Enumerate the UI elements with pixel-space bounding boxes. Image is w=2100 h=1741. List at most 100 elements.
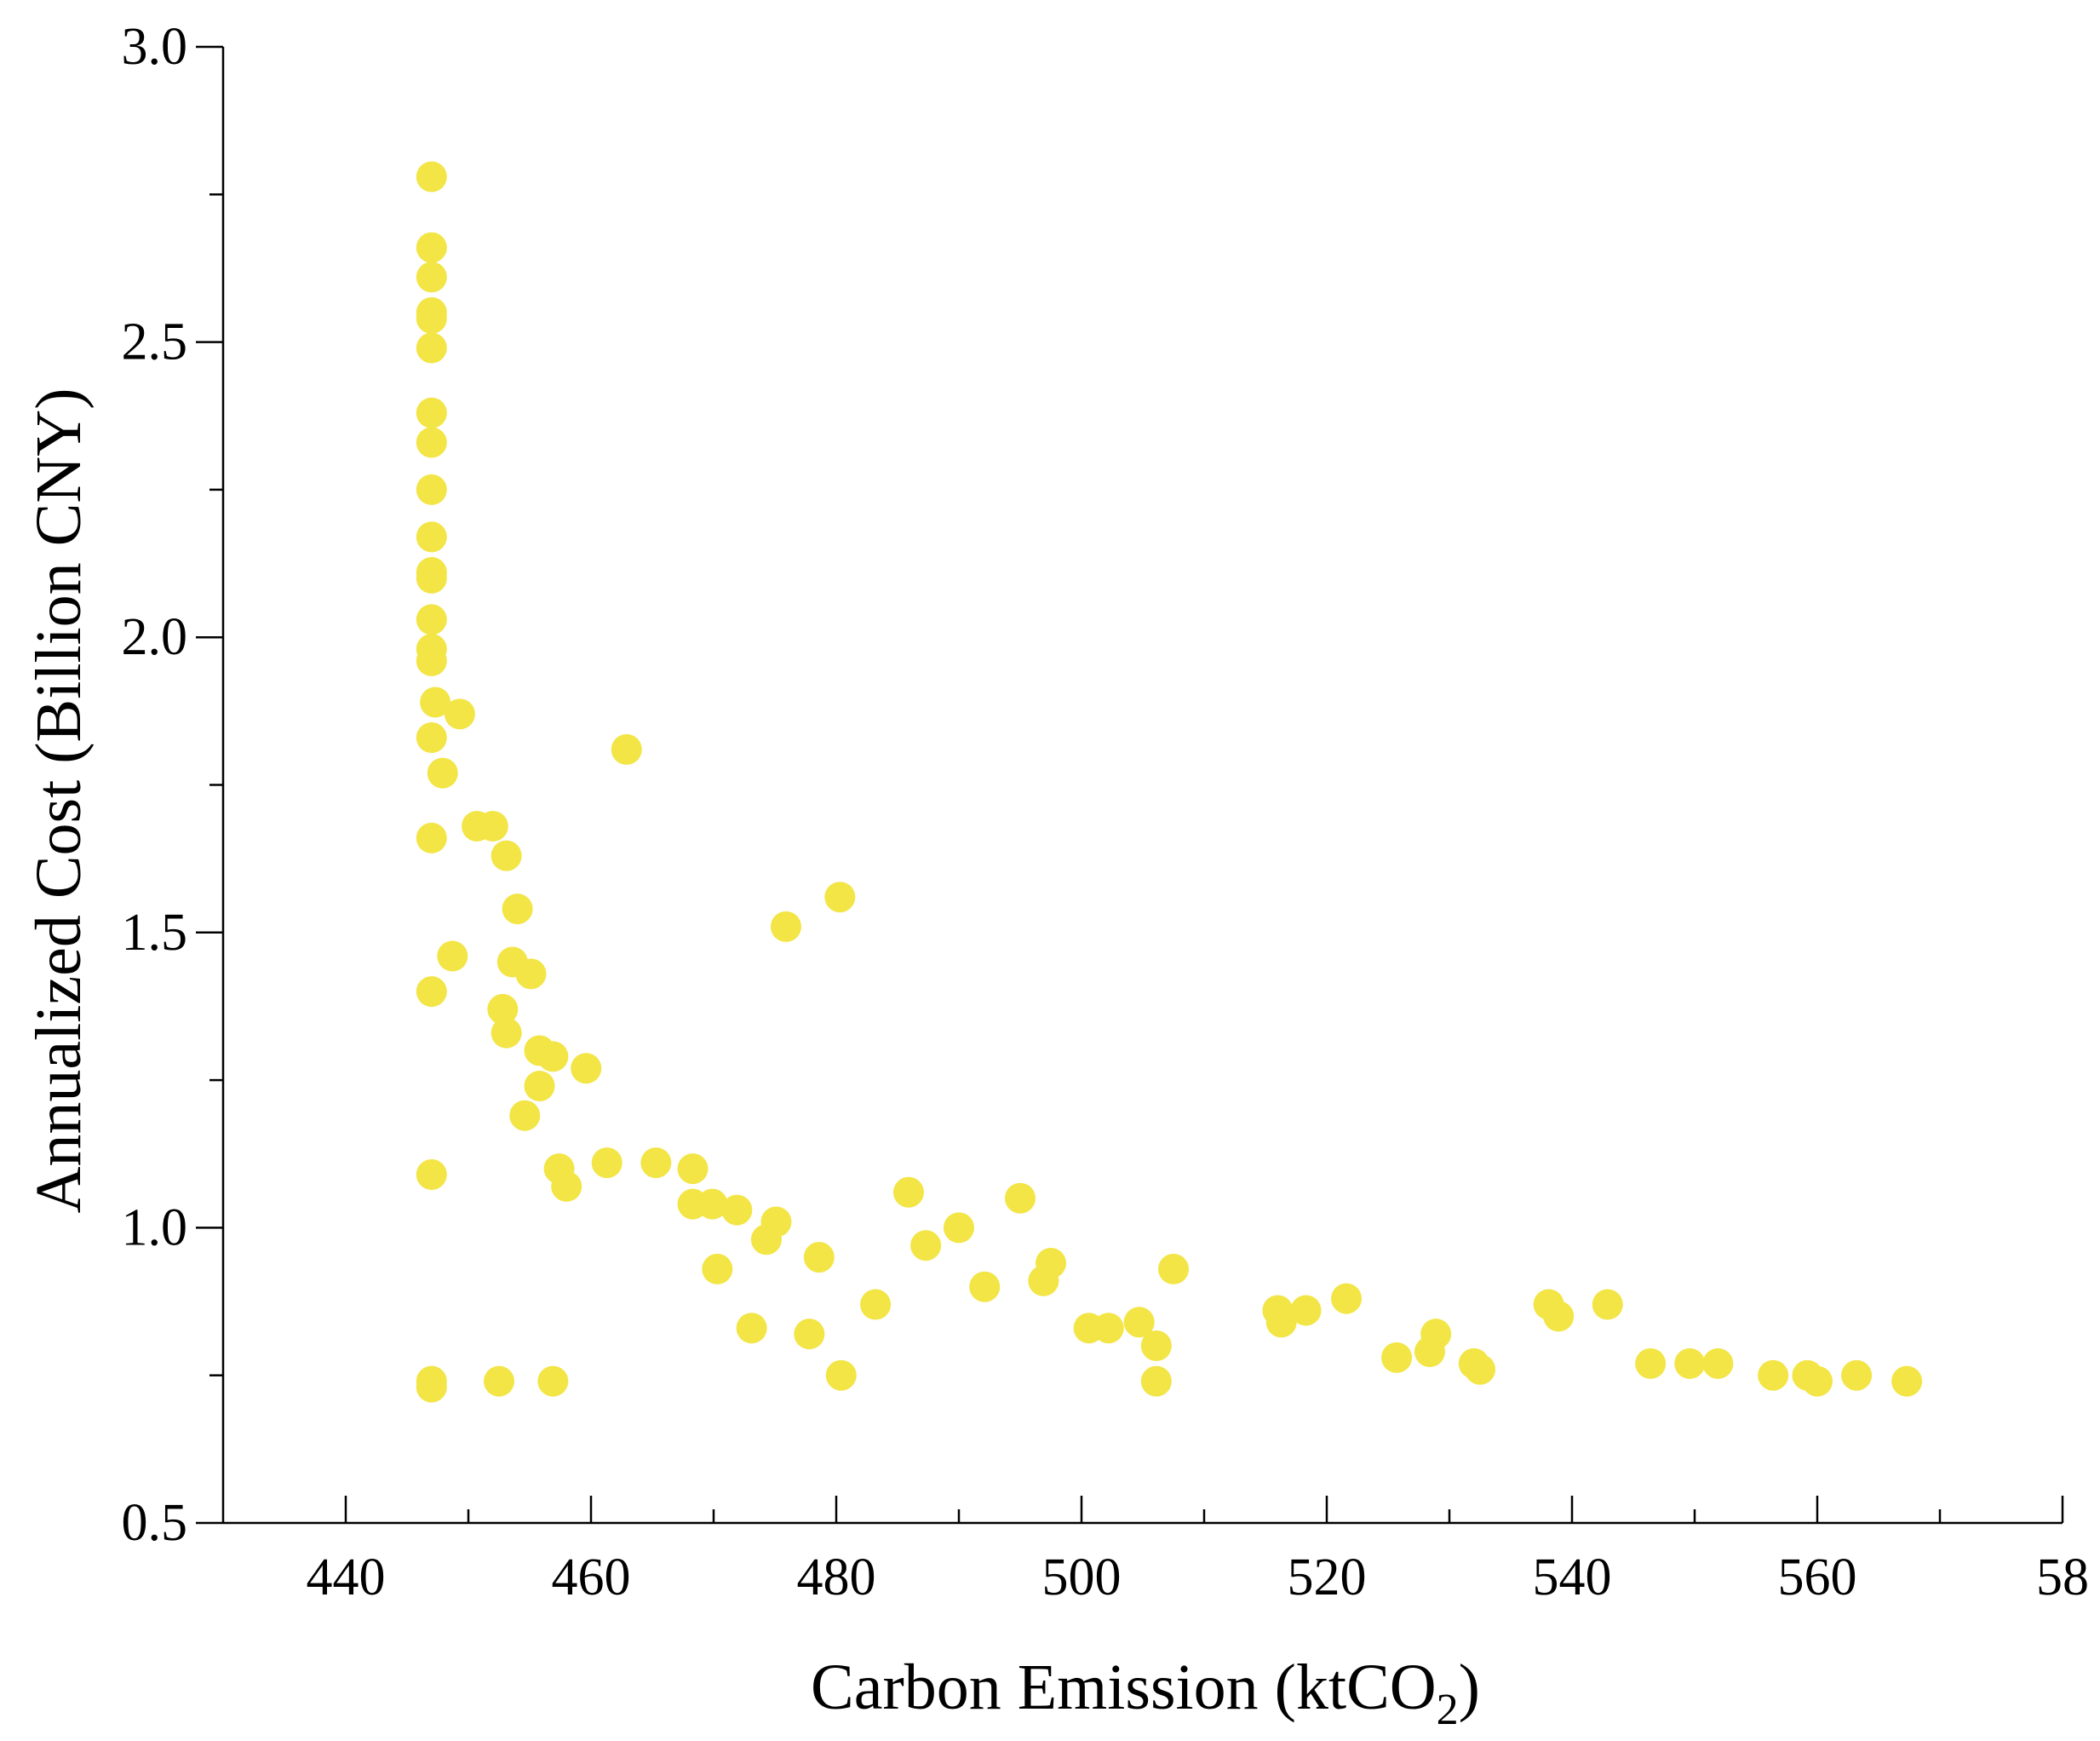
data-point [416,604,447,635]
data-point [416,302,447,334]
data-point [416,722,447,754]
data-point [416,521,447,553]
data-point [770,911,801,942]
data-point [416,261,447,293]
data-point [416,1371,447,1403]
data-point [910,1230,942,1261]
x-axis-title: Carbon Emission (ktCO2) [811,1652,1480,1734]
x-axis-title-close: ) [1459,1652,1480,1723]
data-point [416,397,447,428]
data-point [1140,1365,1172,1397]
x-axis-title-subscript: 2 [1437,1686,1459,1734]
data-point [416,822,447,853]
data-point [677,1153,709,1185]
data-point [892,1176,924,1208]
data-points [416,161,1923,1403]
data-point [794,1319,825,1350]
y-axis-title: Annualized Cost (Billion CNY) [23,388,95,1214]
data-point [571,1053,602,1084]
y-tick-label: 2.5 [122,313,188,371]
x-tick-label: 540 [1533,1549,1612,1606]
data-point [437,940,468,972]
x-tick-label: 440 [307,1549,386,1606]
y-tick-label: 1.5 [122,904,188,962]
data-point [825,1359,857,1391]
data-point [416,332,447,364]
data-point [860,1289,892,1320]
data-point [1635,1347,1667,1379]
data-point [427,757,458,789]
data-point [1265,1307,1297,1338]
data-point [1543,1301,1575,1332]
data-point [416,562,447,594]
y-tick-label: 0.5 [122,1494,188,1552]
data-point [537,1041,569,1072]
y-tick-label: 2.0 [122,608,188,666]
data-point [1123,1307,1155,1338]
y-tick-label: 1.0 [122,1198,188,1256]
data-point [944,1212,974,1244]
data-point [416,161,447,192]
data-point [515,958,547,990]
data-point [491,1017,522,1049]
data-point [1414,1336,1445,1367]
x-ticks: 440 460 480 500 520 540 560 58 [307,1496,2089,1606]
data-point [721,1194,753,1226]
data-point [551,1170,582,1202]
data-point [1758,1359,1789,1391]
data-point [484,1365,514,1397]
data-point [1465,1353,1495,1385]
data-point [1331,1283,1363,1314]
x-tick-label: 480 [797,1549,876,1606]
data-point [803,1242,835,1273]
data-point [1592,1289,1623,1320]
x-tick-label: 560 [1778,1549,1857,1606]
y-tick-label: 3.0 [122,18,188,76]
data-point [824,882,856,913]
data-point [750,1224,782,1255]
data-point [416,976,447,1008]
data-point [477,811,508,842]
x-tick-label: 520 [1288,1549,1367,1606]
data-point [1290,1295,1322,1326]
data-point [1674,1347,1706,1379]
data-point [969,1271,1001,1302]
x-tick-label: 460 [552,1549,631,1606]
data-point [1891,1365,1923,1397]
data-point [491,840,522,871]
data-point [702,1253,733,1284]
data-point [537,1365,569,1397]
data-point [416,232,447,263]
y-ticks: 0.5 1.0 1.5 2.0 2.5 3.0 [122,18,223,1552]
data-point [509,1100,541,1131]
y-axis: 0.5 1.0 1.5 2.0 2.5 3.0 [122,18,225,1552]
data-point [416,427,447,458]
data-point [591,1147,623,1179]
data-point [1381,1342,1413,1373]
x-axis: 440 460 480 500 520 540 560 58 [223,1496,2089,1606]
data-point [524,1071,555,1102]
x-tick-label: 58 [2036,1549,2089,1606]
data-point [1702,1347,1734,1379]
data-point [640,1147,672,1179]
data-point [1802,1365,1833,1397]
data-point [502,893,533,925]
data-point [1093,1313,1124,1344]
x-axis-title-main: Carbon Emission (ktCO [811,1652,1437,1723]
data-point [736,1313,767,1344]
x-tick-label: 500 [1042,1549,1122,1606]
data-point [1140,1330,1172,1362]
data-point [444,698,475,730]
data-point [1005,1182,1036,1214]
data-point [416,1159,447,1191]
data-point [1028,1265,1059,1296]
data-point [487,993,519,1025]
data-point [1158,1253,1189,1284]
data-point [416,645,447,676]
data-point [697,1188,728,1220]
data-point [420,687,451,718]
data-point [1841,1359,1873,1391]
data-point [416,474,447,505]
data-point [611,733,642,765]
